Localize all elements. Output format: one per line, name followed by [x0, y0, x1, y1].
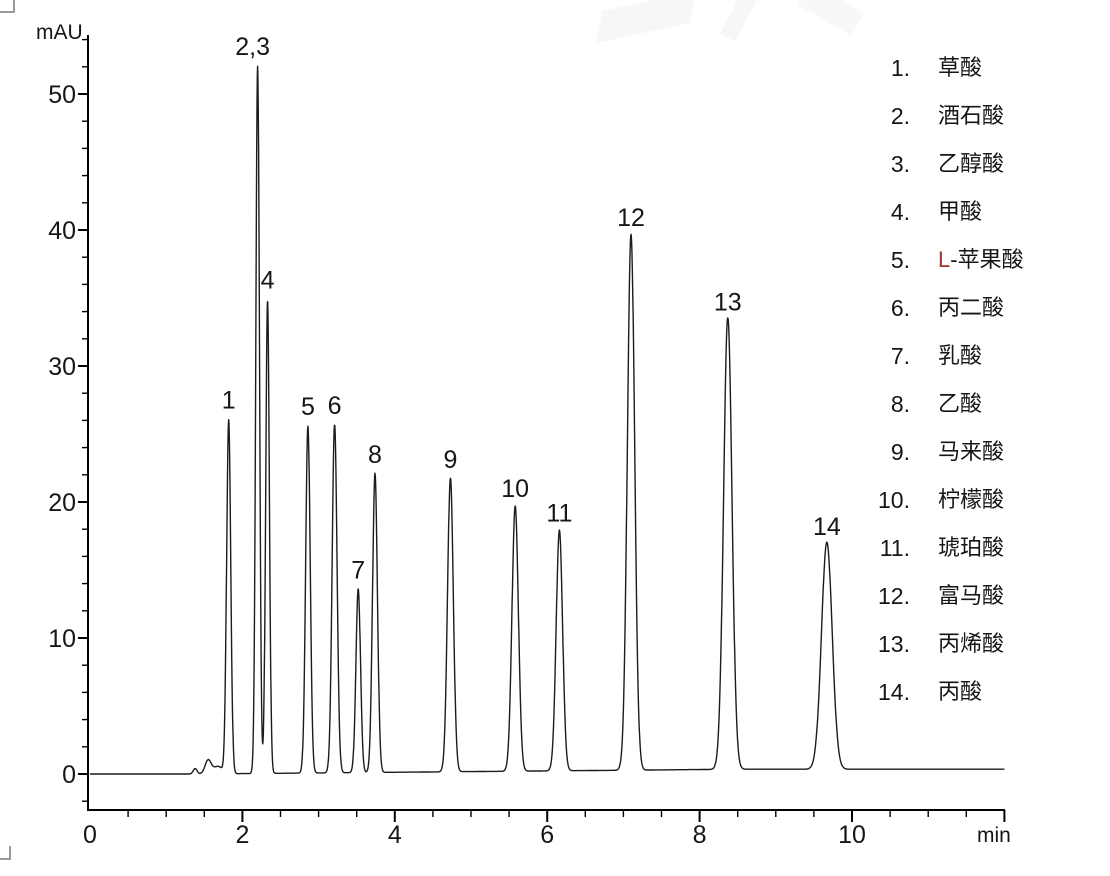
legend-item: 10. 柠檬酸 — [862, 487, 1024, 513]
peak-label-8: 8 — [368, 441, 382, 469]
x-tick-label: 0 — [83, 821, 97, 849]
legend-item-name: 甲酸 — [938, 199, 983, 224]
legend-item-name: 柠檬酸 — [938, 487, 1005, 512]
legend-item-name-rest: -苹果酸 — [950, 247, 1024, 272]
peak-legend: 1. 草酸 2. 酒石酸 3. 乙醇酸 4. 甲酸 5. L-苹果酸 6. 丙二… — [862, 56, 1024, 728]
y-tick-label: 10 — [48, 625, 76, 653]
legend-item: 7. 乳酸 — [862, 343, 1024, 369]
legend-item-number: 2. — [890, 103, 910, 129]
legend-item-number: 6. — [890, 295, 910, 321]
legend-item-number: 11. — [879, 535, 910, 561]
legend-item: 14. 丙酸 — [862, 679, 1024, 705]
legend-item: 5. L-苹果酸 — [862, 247, 1024, 273]
legend-item-name: 乙酸 — [938, 391, 983, 416]
peak-label-1: 1 — [222, 386, 236, 414]
x-tick-label: 10 — [838, 821, 866, 849]
peak-label-9: 9 — [443, 446, 457, 474]
peak-label-6: 6 — [328, 392, 342, 420]
legend-item-name: 酒石酸 — [938, 103, 1005, 128]
legend-item: 4. 甲酸 — [862, 199, 1024, 225]
legend-item-number: 5. — [890, 247, 910, 273]
legend-item: 12. 富马酸 — [862, 583, 1024, 609]
legend-item: 3. 乙醇酸 — [862, 151, 1024, 177]
legend-item-name: 富马酸 — [938, 583, 1005, 608]
legend-item-number: 8. — [890, 391, 910, 417]
selection-handle-top-left — [0, 0, 15, 13]
peak-label-4: 4 — [261, 267, 275, 295]
legend-item: 2. 酒石酸 — [862, 103, 1024, 129]
y-axis-unit-label: mAU — [36, 21, 83, 44]
legend-item-number: 13. — [878, 631, 910, 657]
legend-item-name: 乳酸 — [938, 343, 983, 368]
peak-label-7: 7 — [351, 556, 365, 584]
peak-label-14: 14 — [813, 513, 841, 541]
legend-item-number: 4. — [890, 199, 910, 225]
y-tick-label: 20 — [48, 489, 76, 517]
y-tick-label: 50 — [48, 81, 76, 109]
x-tick-label: 4 — [388, 821, 402, 849]
y-tick-label: 0 — [62, 761, 76, 789]
x-tick-label: 2 — [235, 821, 249, 849]
legend-item-name: 马来酸 — [938, 439, 1005, 464]
x-axis-unit-label: min — [977, 824, 1011, 847]
legend-item-number: 10. — [878, 487, 910, 513]
legend-item-number: 12. — [878, 583, 910, 609]
chromatogram-trace — [89, 65, 1005, 775]
legend-item-name: 丙二酸 — [938, 295, 1005, 320]
legend-item-number: 9. — [890, 439, 910, 465]
legend-item-name: 乙醇酸 — [938, 151, 1005, 176]
peak-label-2,3: 2,3 — [235, 33, 270, 61]
legend-item-name: 草酸 — [938, 55, 983, 80]
legend-item-name: 丙烯酸 — [938, 631, 1005, 656]
legend-item-name: L-苹果酸 — [938, 248, 1024, 272]
legend-item: 1. 草酸 — [862, 55, 1024, 81]
y-tick-label: 40 — [48, 217, 76, 245]
legend-item-name: 琥珀酸 — [938, 535, 1005, 560]
legend-item-number: 1. — [890, 55, 910, 81]
x-tick-label: 6 — [540, 821, 554, 849]
y-tick-label: 30 — [48, 353, 76, 381]
x-tick-label: 8 — [693, 821, 707, 849]
legend-item-number: 7. — [890, 343, 910, 369]
peak-label-11: 11 — [546, 499, 572, 527]
peak-label-5: 5 — [301, 393, 315, 421]
peak-label-12: 12 — [617, 204, 645, 232]
legend-item-number: 3. — [890, 151, 910, 177]
legend-item: 9. 马来酸 — [862, 439, 1024, 465]
legend-item-number: 14. — [878, 679, 910, 705]
peak-label-13: 13 — [714, 288, 742, 316]
legend-item-name: 丙酸 — [938, 679, 983, 704]
stereo-descriptor-l: L — [938, 247, 951, 272]
selection-handle-bottom-left — [0, 846, 11, 860]
legend-item: 13. 丙烯酸 — [862, 631, 1024, 657]
peak-label-10: 10 — [501, 475, 529, 503]
legend-item: 11. 琥珀酸 — [862, 535, 1024, 561]
legend-item: 6. 丙二酸 — [862, 295, 1024, 321]
legend-item: 8. 乙酸 — [862, 391, 1024, 417]
